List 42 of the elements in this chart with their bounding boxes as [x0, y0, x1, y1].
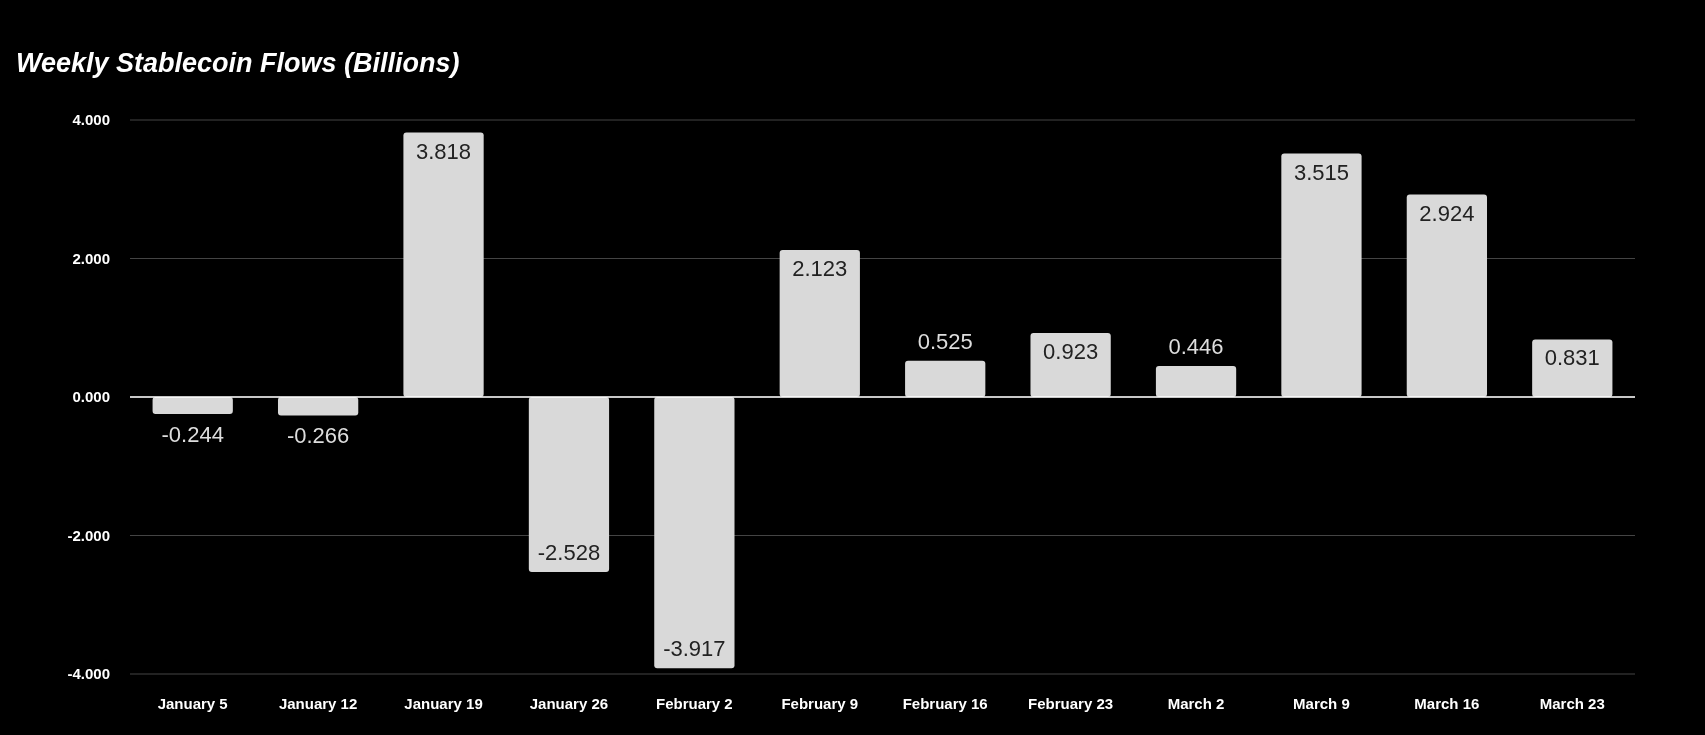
y-tick-label: -2.000 [67, 526, 110, 544]
y-tick-label: -4.000 [67, 665, 110, 683]
data-label: 0.831 [1544, 345, 1600, 371]
bar [1155, 366, 1237, 397]
y-tick-label: 0.000 [72, 388, 110, 406]
data-label: 2.924 [1419, 200, 1475, 226]
data-label: -0.244 [161, 421, 224, 447]
data-label: -3.917 [663, 636, 726, 662]
x-tick-label: January 12 [278, 695, 358, 712]
data-label: 3.515 [1293, 159, 1349, 185]
bar [528, 397, 610, 573]
bar [277, 397, 359, 416]
data-label: -2.528 [537, 540, 601, 566]
bar [905, 360, 986, 397]
bar [779, 249, 860, 397]
x-tick-label: March 2 [1167, 695, 1225, 712]
x-tick-label: February 2 [656, 695, 733, 712]
data-label: 0.525 [917, 328, 973, 354]
data-label: 0.446 [1168, 334, 1224, 360]
x-tick-label: February 9 [781, 695, 859, 712]
data-label: 3.818 [416, 138, 472, 164]
bar [1030, 333, 1111, 397]
bar [152, 397, 233, 414]
bar [1406, 194, 1488, 397]
bar [1532, 339, 1613, 397]
data-label: 0.923 [1043, 339, 1099, 365]
bar [654, 397, 735, 669]
data-label: 2.123 [792, 255, 848, 281]
x-tick-label: January 26 [529, 695, 609, 712]
chart-title: Weekly Stablecoin Flows (Billions) [16, 48, 460, 78]
x-tick-label: February 23 [1028, 695, 1114, 712]
bar [1281, 153, 1362, 397]
x-tick-label: March 16 [1414, 695, 1480, 712]
x-tick-label: March 23 [1539, 695, 1605, 712]
x-tick-label: March 9 [1293, 695, 1350, 712]
y-tick-label: 2.000 [72, 249, 110, 267]
bar [403, 132, 484, 397]
data-label: -0.266 [286, 423, 350, 449]
y-tick-label: 4.000 [72, 111, 110, 129]
x-tick-label: January 5 [157, 695, 228, 712]
x-tick-label: January 19 [404, 695, 483, 712]
x-tick-label: February 16 [902, 695, 988, 712]
